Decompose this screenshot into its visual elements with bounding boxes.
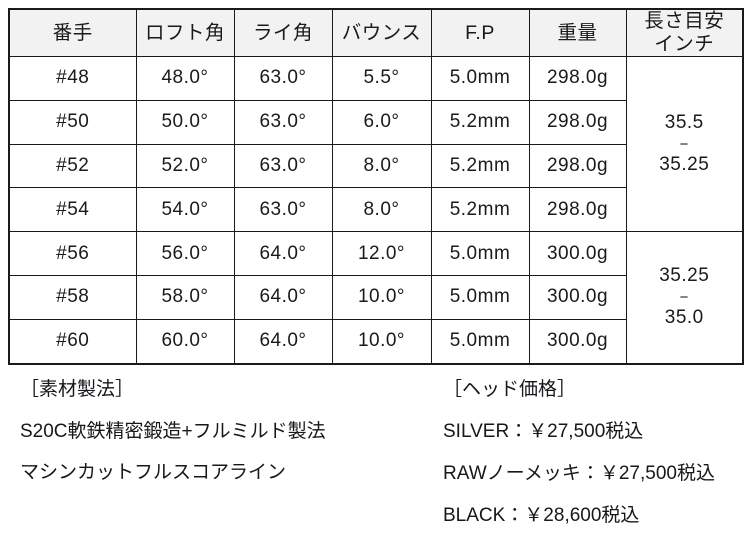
column-header-fp: F.P xyxy=(430,8,530,57)
cell-bounce: 10.0° xyxy=(331,318,432,365)
column-header-lie: ライ角 xyxy=(233,8,333,57)
table-row: #60 60.0° 64.0° 10.0° 5.0mm 300.0g xyxy=(8,318,743,365)
price-line-raw: RAWノーメッキ：￥27,500税込 xyxy=(443,463,715,484)
spec-table-container: 番手 ロフト角 ライ角 バウンス F.P 重量 長さ目安 インチ #48 48.… xyxy=(8,8,744,365)
length-dash: − xyxy=(679,135,689,153)
cell-loft: 54.0° xyxy=(135,187,235,233)
column-header-length-line1: 長さ目安 xyxy=(644,10,725,32)
material-heading: ［素材製法］ xyxy=(20,379,135,400)
cell-lie: 63.0° xyxy=(233,143,333,189)
cell-weight: 298.0g xyxy=(528,187,627,233)
cell-bounce: 8.0° xyxy=(331,187,432,233)
table-header-row: 番手 ロフト角 ライ角 バウンス F.P 重量 長さ目安 インチ xyxy=(8,8,744,57)
table-row: #56 56.0° 64.0° 12.0° 5.0mm 300.0g 35.25… xyxy=(8,231,744,365)
length-to: 35.25 xyxy=(659,153,710,175)
cell-loft: 52.0° xyxy=(135,143,235,189)
club-spec-table: 番手 ロフト角 ライ角 バウンス F.P 重量 長さ目安 インチ #48 48.… xyxy=(8,8,744,365)
price-heading: ［ヘッド価格］ xyxy=(443,379,577,400)
cell-bounce: 6.0° xyxy=(331,99,432,145)
cell-loft: 48.0° xyxy=(135,56,235,101)
length-dash: − xyxy=(679,288,689,306)
notes-section: ［素材製法］ S20C軟鉄精密鍛造+フルミルド製法 マシンカットフルスコアライン… xyxy=(0,372,750,559)
cell-fp: 5.0mm xyxy=(430,231,530,276)
column-header-weight: 重量 xyxy=(528,8,627,57)
cell-fp: 5.2mm xyxy=(430,187,530,233)
cell-length-group: 35.5 − 35.25 xyxy=(625,55,744,233)
price-note-block: ［ヘッド価格］ SILVER：￥27,500税込 RAWノーメッキ：￥27,50… xyxy=(443,380,750,525)
price-line-black: BLACK：￥28,600税込 xyxy=(443,505,640,526)
table-row: #48 48.0° 63.0° 5.5° 5.0mm 298.0g 35.5 −… xyxy=(8,55,744,233)
cell-length-group: 35.25 − 35.0 xyxy=(625,231,744,365)
cell-number: #52 xyxy=(8,143,137,189)
cell-loft: 50.0° xyxy=(135,99,235,145)
cell-bounce: 8.0° xyxy=(331,143,432,189)
cell-lie: 63.0° xyxy=(233,187,333,233)
cell-weight: 300.0g xyxy=(528,274,627,320)
cell-bounce: 10.0° xyxy=(331,274,432,320)
column-header-loft: ロフト角 xyxy=(135,8,235,57)
cell-weight: 298.0g xyxy=(528,56,627,101)
cell-loft: 56.0° xyxy=(135,231,235,276)
material-line-1: S20C軟鉄精密鍛造+フルミルド製法 xyxy=(20,421,326,442)
cell-number: #56 xyxy=(8,231,137,276)
table-header: 番手 ロフト角 ライ角 バウンス F.P 重量 長さ目安 インチ xyxy=(8,8,744,57)
table-row: #58 58.0° 64.0° 10.0° 5.0mm 300.0g xyxy=(8,274,743,320)
cell-fp: 5.2mm xyxy=(430,99,530,145)
table-body: #48 48.0° 63.0° 5.5° 5.0mm 298.0g 35.5 −… xyxy=(8,55,744,365)
cell-number: #54 xyxy=(8,187,137,233)
column-header-bounce: バウンス xyxy=(331,8,432,57)
cell-fp: 5.0mm xyxy=(430,318,530,365)
table-row: #50 50.0° 63.0° 6.0° 5.2mm 298.0g xyxy=(8,99,743,145)
cell-fp: 5.2mm xyxy=(430,143,530,189)
cell-number: #50 xyxy=(8,99,137,145)
cell-bounce: 5.5° xyxy=(331,56,432,101)
material-line-2: マシンカットフルスコアライン xyxy=(20,462,287,483)
cell-weight: 298.0g xyxy=(528,143,627,189)
cell-number: #60 xyxy=(8,318,137,365)
table-row: #54 54.0° 63.0° 8.0° 5.2mm 298.0g xyxy=(8,187,743,233)
material-note-block: ［素材製法］ S20C軟鉄精密鍛造+フルミルド製法 マシンカットフルスコアライン xyxy=(20,380,440,482)
cell-bounce: 12.0° xyxy=(331,231,432,276)
cell-lie: 64.0° xyxy=(233,318,333,365)
cell-number: #48 xyxy=(8,56,137,101)
table-row: #52 52.0° 63.0° 8.0° 5.2mm 298.0g xyxy=(8,143,743,189)
cell-weight: 300.0g xyxy=(528,231,627,276)
cell-weight: 300.0g xyxy=(528,318,627,365)
cell-fp: 5.0mm xyxy=(430,274,530,320)
cell-loft: 58.0° xyxy=(135,274,235,320)
cell-lie: 63.0° xyxy=(233,56,333,101)
cell-lie: 63.0° xyxy=(233,99,333,145)
cell-lie: 64.0° xyxy=(233,231,333,276)
cell-number: #58 xyxy=(8,274,137,320)
column-header-number: 番手 xyxy=(8,8,137,57)
length-to: 35.0 xyxy=(664,306,704,328)
column-header-length: 長さ目安 インチ xyxy=(625,8,744,57)
cell-weight: 298.0g xyxy=(528,99,627,145)
length-from: 35.25 xyxy=(659,264,710,286)
cell-lie: 64.0° xyxy=(233,274,333,320)
price-line-silver: SILVER：￥27,500税込 xyxy=(443,421,644,442)
column-header-length-line2: インチ xyxy=(654,33,715,55)
cell-loft: 60.0° xyxy=(135,318,235,365)
cell-fp: 5.0mm xyxy=(430,56,530,101)
length-from: 35.5 xyxy=(664,111,704,133)
